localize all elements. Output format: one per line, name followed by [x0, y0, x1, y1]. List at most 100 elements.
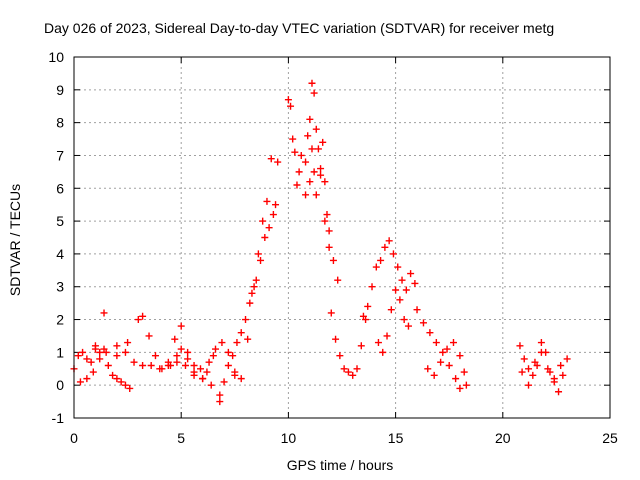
- data-point: [323, 211, 331, 219]
- data-point: [312, 125, 320, 133]
- y-tick-label: 3: [56, 279, 64, 295]
- y-axis-label: SDTVAR / TECUs: [7, 184, 23, 296]
- data-point: [430, 371, 438, 379]
- data-point: [424, 365, 432, 373]
- axis-ticks: -1 0 1 2 3 4 5 6 7 8 9 10 0 5 10 15 20 25: [48, 49, 618, 446]
- data-point: [248, 289, 256, 297]
- data-point: [443, 345, 451, 353]
- data-point: [529, 371, 537, 379]
- data-point: [190, 371, 198, 379]
- y-tick-label: 10: [48, 49, 64, 65]
- data-point: [520, 355, 528, 363]
- data-point: [184, 348, 192, 356]
- data-point: [413, 306, 421, 314]
- x-tick-label: 5: [177, 430, 185, 446]
- data-point: [190, 361, 198, 369]
- data-point: [544, 365, 552, 373]
- data-point: [121, 381, 129, 389]
- data-point: [460, 368, 468, 376]
- data-point: [237, 329, 245, 337]
- data-point: [317, 165, 325, 173]
- data-point: [126, 384, 134, 392]
- data-point: [308, 145, 316, 153]
- data-point: [207, 381, 215, 389]
- y-tick-label: 0: [56, 377, 64, 393]
- data-point: [96, 348, 104, 356]
- data-point: [411, 279, 419, 287]
- data-point: [130, 358, 138, 366]
- data-point: [229, 352, 237, 360]
- data-point: [400, 316, 408, 324]
- data-point: [147, 361, 155, 369]
- data-point: [91, 345, 99, 353]
- data-point: [404, 322, 412, 330]
- data-point: [445, 361, 453, 369]
- data-point: [306, 115, 314, 123]
- data-point: [113, 342, 121, 350]
- data-point: [321, 178, 329, 186]
- data-point: [113, 375, 121, 383]
- data-point: [177, 322, 185, 330]
- data-point: [89, 368, 97, 376]
- data-point: [297, 151, 305, 159]
- data-point: [269, 211, 277, 219]
- x-tick-label: 20: [495, 430, 511, 446]
- data-point: [368, 283, 376, 291]
- data-point: [100, 309, 108, 317]
- data-point: [557, 361, 565, 369]
- data-point: [205, 358, 213, 366]
- data-point: [224, 361, 232, 369]
- data-point: [550, 375, 558, 383]
- data-point: [325, 243, 333, 251]
- data-point: [242, 316, 250, 324]
- data-point: [344, 368, 352, 376]
- data-point: [218, 339, 226, 347]
- data-point: [139, 312, 147, 320]
- y-tick-label: 9: [56, 82, 64, 98]
- data-point: [145, 332, 153, 340]
- grid-lines: [74, 57, 610, 418]
- data-point: [272, 201, 280, 209]
- data-point: [87, 358, 95, 366]
- data-point: [196, 365, 204, 373]
- data-point: [173, 352, 181, 360]
- x-tick-label: 25: [602, 430, 618, 446]
- plot-frame: [73, 56, 611, 419]
- data-point: [83, 355, 91, 363]
- data-point: [372, 263, 380, 271]
- data-point: [124, 339, 132, 347]
- data-point: [379, 348, 387, 356]
- data-point: [181, 361, 189, 369]
- data-point: [525, 365, 533, 373]
- data-point: [525, 381, 533, 389]
- data-point: [171, 335, 179, 343]
- data-point: [216, 398, 224, 406]
- data-point: [102, 348, 110, 356]
- data-point: [357, 342, 365, 350]
- data-point: [456, 384, 464, 392]
- data-point: [452, 375, 460, 383]
- data-point: [252, 276, 260, 284]
- data-point: [209, 352, 217, 360]
- data-point: [109, 371, 117, 379]
- data-point: [302, 191, 310, 199]
- data-point: [312, 191, 320, 199]
- data-point: [203, 368, 211, 376]
- data-point: [439, 348, 447, 356]
- data-point: [83, 375, 91, 383]
- data-point: [151, 352, 159, 360]
- y-tick-label: 2: [56, 312, 64, 328]
- data-point: [437, 358, 445, 366]
- y-tick-label: 1: [56, 344, 64, 360]
- data-point: [104, 361, 112, 369]
- data-point: [291, 148, 299, 156]
- data-point: [321, 217, 329, 225]
- data-point: [263, 197, 271, 205]
- y-tick-label: 6: [56, 180, 64, 196]
- data-point: [259, 217, 267, 225]
- data-point: [310, 168, 318, 176]
- data-point: [462, 381, 470, 389]
- data-point: [359, 312, 367, 320]
- data-point: [518, 368, 526, 376]
- data-point: [308, 79, 316, 87]
